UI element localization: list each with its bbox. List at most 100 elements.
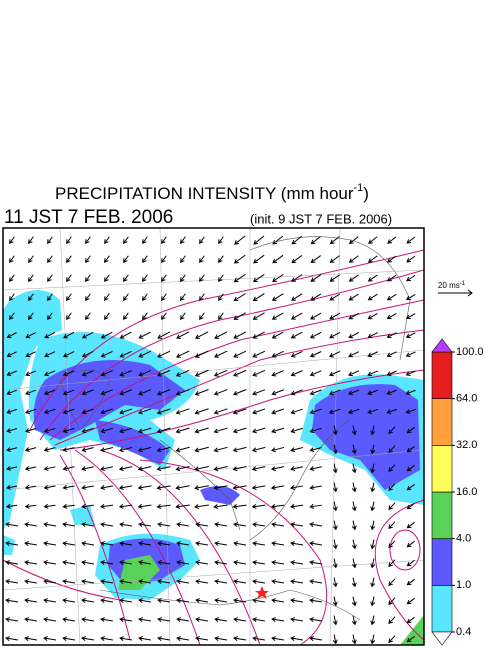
wind-arrow bbox=[81, 560, 95, 566]
wind-arrow bbox=[43, 522, 57, 528]
wind-arrow bbox=[309, 503, 322, 509]
wind-arrow bbox=[214, 598, 228, 604]
colorbar-tick-label: 32.0 bbox=[456, 439, 477, 451]
wind-arrow bbox=[62, 408, 75, 415]
wind-arrow bbox=[81, 351, 94, 358]
wind-arrow bbox=[290, 541, 304, 547]
wind-arrow bbox=[43, 408, 56, 415]
wind-arrow bbox=[290, 389, 303, 396]
wind-arrow bbox=[328, 408, 341, 415]
wind-arrow bbox=[24, 427, 37, 434]
wind-arrow bbox=[157, 331, 171, 339]
wind-arrow bbox=[386, 313, 397, 320]
wind-arrow bbox=[66, 293, 72, 302]
wind-arrow bbox=[81, 636, 95, 642]
wind-arrow bbox=[271, 408, 285, 415]
wind-arrow bbox=[161, 274, 167, 283]
wind-arrow bbox=[406, 236, 416, 244]
wind-arrow bbox=[214, 560, 228, 566]
wind-arrow bbox=[310, 274, 322, 282]
wind-arrow bbox=[214, 636, 228, 642]
wind-arrow bbox=[43, 560, 57, 566]
wind-arrow bbox=[388, 616, 396, 625]
wind-arrow bbox=[351, 444, 357, 455]
wind-arrow bbox=[157, 350, 171, 358]
wind-arrow bbox=[176, 522, 190, 528]
wind-arrow bbox=[123, 274, 129, 283]
wind-arrow bbox=[271, 293, 284, 301]
wind-arrow bbox=[290, 522, 304, 528]
wind-arrow bbox=[329, 255, 340, 263]
wind-arrow bbox=[271, 427, 285, 434]
wind-arrow bbox=[370, 482, 376, 493]
wind-arrow bbox=[142, 255, 148, 264]
wind-arrow bbox=[6, 370, 17, 377]
wind-arrow bbox=[157, 617, 171, 623]
wind-arrow bbox=[270, 485, 285, 490]
wind-arrow bbox=[138, 331, 151, 339]
wind-arrow bbox=[6, 332, 17, 339]
wind-arrow bbox=[309, 560, 323, 566]
wind-arrow bbox=[175, 446, 190, 453]
wind-arrow bbox=[195, 598, 209, 604]
wind-arrow bbox=[161, 293, 167, 302]
wind-arrow bbox=[233, 522, 247, 528]
wind-arrow bbox=[233, 254, 246, 264]
wind-arrow bbox=[309, 541, 323, 547]
title-text: PRECIPITATION INTENSITY (mm hour bbox=[55, 184, 354, 203]
precip-light bbox=[3, 505, 95, 555]
wind-arrow bbox=[309, 636, 323, 642]
wind-arrow bbox=[367, 370, 379, 377]
wind-arrow bbox=[47, 312, 53, 321]
wind-arrow bbox=[176, 579, 190, 585]
wind-arrow bbox=[214, 541, 228, 547]
wind-arrow bbox=[388, 445, 396, 454]
wind-arrow bbox=[406, 426, 415, 434]
wind-arrow bbox=[195, 560, 209, 566]
wind-arrow bbox=[252, 598, 266, 604]
wind-arrow bbox=[81, 598, 95, 604]
wind-arrows bbox=[5, 235, 416, 645]
wind-arrow bbox=[367, 312, 378, 320]
wind-arrow bbox=[142, 274, 148, 283]
wind-arrow bbox=[290, 617, 304, 623]
wind-arrow bbox=[138, 369, 152, 377]
wind-arrow bbox=[180, 293, 186, 302]
wind-arrow bbox=[62, 389, 75, 396]
wind-arrow bbox=[348, 236, 359, 245]
wind-arrow bbox=[66, 236, 72, 245]
wind-arrow bbox=[43, 579, 57, 585]
wind-arrow bbox=[309, 370, 322, 377]
wind-arrow bbox=[232, 427, 247, 434]
wind-arrow bbox=[81, 370, 94, 377]
wind-arrow bbox=[24, 466, 37, 471]
wind-arrow bbox=[290, 560, 304, 566]
wind-arrow bbox=[270, 466, 285, 472]
wind-arrow bbox=[47, 255, 53, 264]
wind-arrow bbox=[233, 560, 247, 566]
wind-arrow bbox=[157, 541, 171, 547]
wind-arrow bbox=[24, 503, 37, 509]
wind-arrow bbox=[291, 255, 303, 264]
wind-arrow bbox=[386, 274, 397, 282]
wind-arrow bbox=[272, 235, 284, 245]
wind-arrow bbox=[218, 274, 224, 283]
wind-arrow bbox=[43, 617, 57, 623]
precip-heavy bbox=[400, 615, 424, 645]
wind-arrow bbox=[332, 444, 338, 455]
wind-arrow bbox=[62, 466, 75, 471]
wind-arrow bbox=[100, 408, 113, 415]
wind-arrow bbox=[213, 427, 228, 434]
wind-arrow bbox=[388, 559, 396, 568]
colorbar-tick-label: 4.0 bbox=[456, 533, 471, 545]
wind-arrow bbox=[348, 370, 360, 377]
wind-arrow bbox=[309, 579, 323, 585]
wind-arrow bbox=[233, 293, 246, 302]
wind-arrow bbox=[291, 235, 303, 245]
wind-arrow bbox=[270, 503, 285, 509]
wind-arrow bbox=[388, 426, 396, 435]
map-area bbox=[3, 228, 424, 645]
wind-arrow bbox=[25, 332, 36, 339]
wind-arrow bbox=[232, 485, 247, 491]
wind-arrow bbox=[81, 447, 94, 453]
